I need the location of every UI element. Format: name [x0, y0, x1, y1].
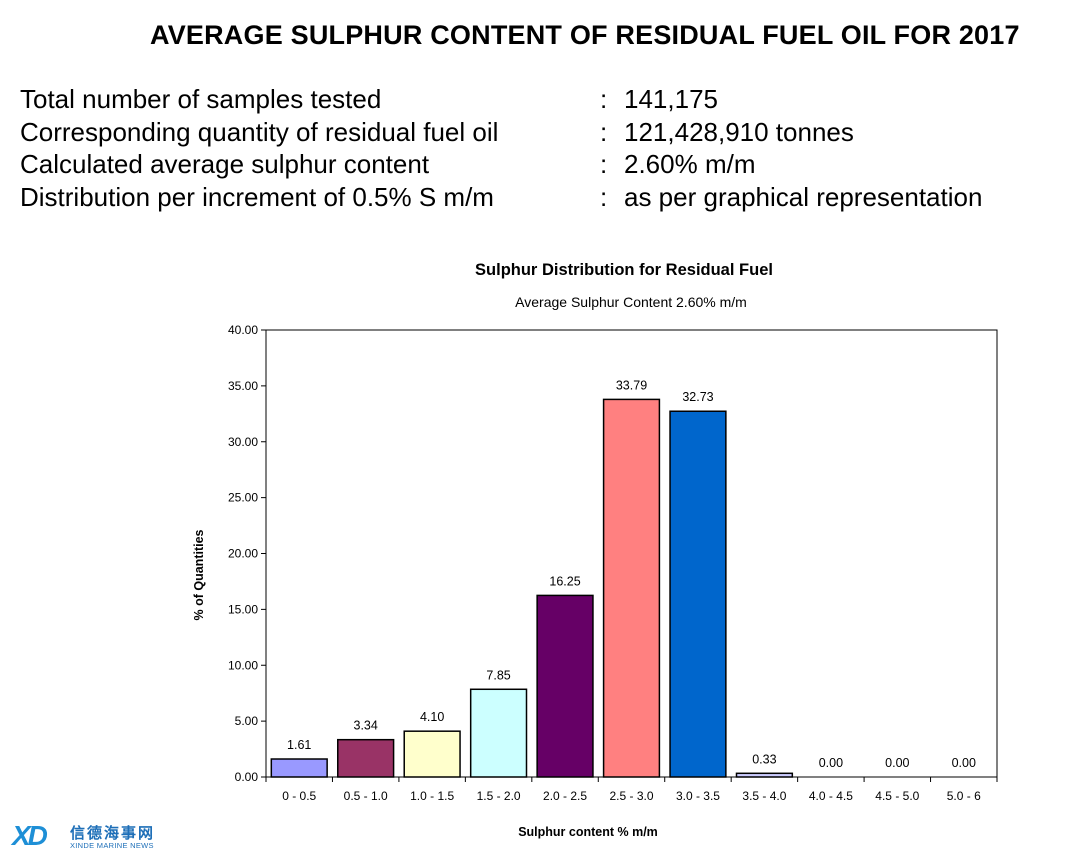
summary-separator: :: [600, 84, 608, 114]
chart-title: Sulphur Distribution for Residual Fuel: [475, 261, 773, 279]
y-axis: 0.00 5.00 10.00 15.00 20.00 25.00 30.00 35.00 40…: [228, 323, 266, 784]
summary-separator: :: [600, 116, 608, 147]
bar: [270, 758, 328, 778]
data-label: 0.00: [819, 756, 843, 770]
summary-value: 121,428,910 tonnes: [624, 116, 854, 147]
logo-mark: XD: [12, 820, 48, 851]
x-tick-label: 5.0 - 6: [947, 789, 981, 803]
data-label: 0.33: [752, 752, 776, 766]
summary-value: 141,175: [624, 84, 718, 114]
summary-label: Distribution per increment of 0.5% S m/m: [20, 181, 494, 212]
summary-label: Corresponding quantity of residual fuel …: [20, 116, 499, 147]
y-tick-label: 20.00: [228, 547, 258, 561]
y-tick-label: 10.00: [228, 658, 258, 672]
data-label: 0.00: [952, 756, 976, 770]
x-axis: 0 - 0.5 0.5 - 1.0 1.0 - 1.5 1.5 - 2.0 2.0 - …: [265, 777, 998, 803]
data-label: 32.73: [682, 390, 713, 404]
x-tick-label: 1.0 - 1.5: [410, 789, 454, 803]
bar: [403, 730, 461, 778]
y-axis-title: % of Quantities: [192, 529, 206, 620]
y-tick-label: 35.00: [228, 379, 258, 393]
x-tick-label: 2.0 - 2.5: [543, 789, 587, 803]
bar: [735, 772, 794, 778]
x-tick-label: 4.0 - 4.5: [809, 789, 853, 803]
y-tick-label: 25.00: [228, 491, 258, 505]
x-tick-label: 0 - 0.5: [282, 789, 316, 803]
y-tick-label: 0.00: [235, 770, 259, 784]
data-label: 4.10: [420, 710, 444, 724]
bar: [602, 398, 661, 778]
data-label: 7.85: [486, 668, 510, 682]
summary-separator: :: [600, 149, 608, 179]
data-labels: 1.61 3.34 4.10 7.85 16.25 33.79 32.73 0.33 0.00 0…: [287, 378, 976, 770]
x-tick-label: 1.5 - 2.0: [477, 789, 521, 803]
summary-separator: :: [600, 181, 608, 212]
watermark-logo: XD 信德海事网 XINDE MARINE NEWS: [12, 820, 212, 854]
bar: [469, 688, 528, 778]
chart-subtitle: Average Sulphur Content 2.60% m/m: [515, 294, 747, 310]
logo-name-en: XINDE MARINE NEWS: [70, 841, 154, 850]
bar: [536, 594, 594, 778]
bar: [337, 738, 395, 778]
y-tick-label: 5.00: [235, 714, 259, 728]
y-tick-label: 30.00: [228, 435, 258, 449]
summary-value: as per graphical representation: [624, 181, 983, 212]
x-tick-label: 2.5 - 3.0: [609, 789, 653, 803]
bar: [669, 410, 727, 778]
x-axis-title: Sulphur content % m/m: [518, 825, 658, 839]
x-tick-label: 3.5 - 4.0: [742, 789, 786, 803]
bar-series: [270, 398, 794, 778]
x-tick-label: 0.5 - 1.0: [344, 789, 388, 803]
summary-label: Total number of samples tested: [20, 84, 382, 114]
x-tick-label: 3.0 - 3.5: [676, 789, 720, 803]
y-tick-label: 40.00: [228, 323, 258, 337]
summary-value: 2.60% m/m: [624, 149, 756, 179]
page-title: AVERAGE SULPHUR CONTENT OF RESIDUAL FUEL…: [150, 20, 1020, 50]
x-tick-label: 4.5 - 5.0: [875, 789, 919, 803]
data-label: 1.61: [287, 738, 311, 752]
logo-name-cn: 信德海事网: [70, 825, 156, 842]
data-label: 3.34: [354, 719, 378, 733]
summary-label: Calculated average sulphur content: [20, 149, 430, 179]
y-tick-label: 15.00: [228, 602, 258, 616]
data-label: 16.25: [549, 574, 580, 588]
data-label: 33.79: [616, 378, 647, 392]
data-label: 0.00: [885, 756, 909, 770]
